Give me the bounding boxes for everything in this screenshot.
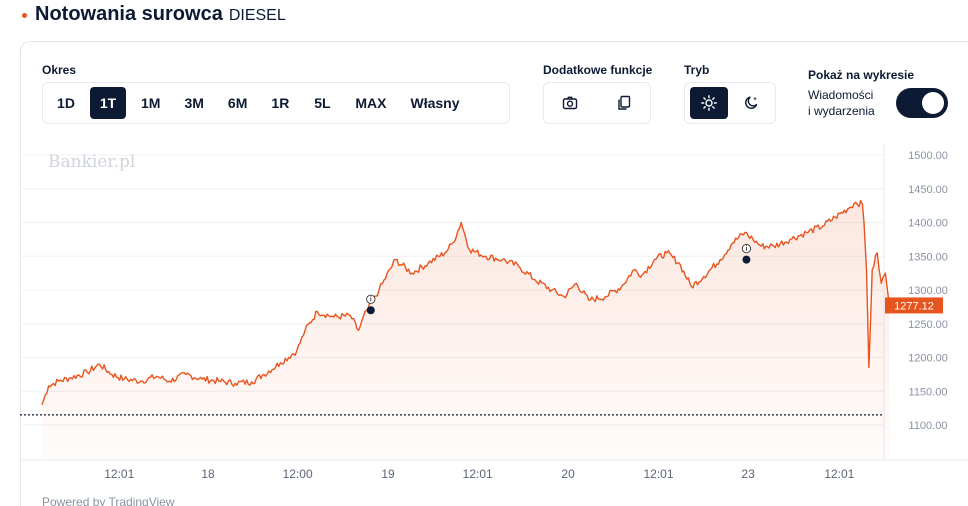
period-button-6m[interactable]: 6M xyxy=(219,87,256,119)
extra-functions-label: Dodatkowe funkcje xyxy=(543,63,653,77)
period-button-1m[interactable]: 1M xyxy=(132,87,169,119)
news-caption-line2: i wydarzenia xyxy=(808,104,875,118)
last-price-badge xyxy=(885,297,943,314)
y-tick-label: 1400.00 xyxy=(908,218,948,230)
y-tick-label: 1150.00 xyxy=(909,386,948,398)
event-info-icon-dot xyxy=(745,245,747,247)
period-button-1d[interactable]: 1D xyxy=(48,87,84,119)
bankier-watermark: Bankier.pl xyxy=(48,152,136,172)
period-button-3m[interactable]: 3M xyxy=(175,87,212,119)
event-info-icon-dot xyxy=(370,295,372,297)
x-tick-label: 18 xyxy=(201,467,215,481)
last-price-label: 1277.12 xyxy=(894,300,934,312)
mode-group xyxy=(684,82,776,124)
x-tick-label: 19 xyxy=(381,467,395,481)
y-tick-label: 1500.00 xyxy=(908,150,948,162)
chart-canvas[interactable]: 1500.00 1450.00 1400.00 1350.00 1300.00 1250.… xyxy=(20,145,968,506)
x-tick-label: 12:00 xyxy=(283,467,313,481)
y-tick-label: 1450.00 xyxy=(908,184,948,196)
price-line xyxy=(41,199,891,406)
toggle-knob xyxy=(922,92,944,114)
show-on-chart-label: Pokaż na wykresie xyxy=(808,68,915,82)
y-tick-label: 1200.00 xyxy=(908,353,948,365)
period-button-5l[interactable]: 5L xyxy=(304,87,340,119)
ticker-symbol: DIESEL xyxy=(228,7,286,24)
price-area-fill xyxy=(42,200,890,460)
x-tick-label: 12:01 xyxy=(463,467,493,481)
copy-button[interactable] xyxy=(603,87,645,119)
copy-icon xyxy=(618,95,631,110)
period-button-1r[interactable]: 1R xyxy=(262,87,298,119)
period-button-własny[interactable]: Własny xyxy=(401,87,468,119)
event-marker-dot xyxy=(742,255,751,264)
period-button-max[interactable]: MAX xyxy=(346,87,395,119)
screenshot-button[interactable] xyxy=(549,87,591,119)
x-tick-label: 12:01 xyxy=(643,467,673,481)
period-label: Okres xyxy=(42,63,77,77)
sun-icon xyxy=(701,95,717,111)
camera-icon xyxy=(562,96,578,110)
y-tick-label: 1250.00 xyxy=(908,319,948,331)
x-tick-label: 12:01 xyxy=(824,467,854,481)
period-button-1t[interactable]: 1T xyxy=(90,87,126,119)
news-caption-line1: Wiadomości xyxy=(808,88,874,102)
orange-bullet-icon xyxy=(22,13,27,18)
powered-by-tradingview: Powered by TradingView xyxy=(42,495,175,506)
page-header: Notowania surowca DIESEL xyxy=(22,3,286,26)
price-chart: Bankier.pl 1500.00 1450.00 1400.00 1350.00 1… xyxy=(20,145,968,506)
moon-icon xyxy=(745,96,758,109)
x-tick-label: 12:01 xyxy=(104,467,134,481)
y-tick-label: 1300.00 xyxy=(908,285,948,297)
news-events-caption: Wiadomości i wydarzenia xyxy=(808,87,875,119)
period-selector: 1D 1T 1M 3M 6M 1R 5L MAX Własny xyxy=(42,82,510,124)
x-tick-label: 23 xyxy=(741,467,755,481)
news-events-toggle[interactable] xyxy=(896,88,948,118)
x-tick-label: 20 xyxy=(561,467,575,481)
mode-label: Tryb xyxy=(684,63,710,77)
light-mode-button[interactable] xyxy=(690,87,728,119)
event-marker-dot xyxy=(366,306,375,315)
y-tick-label: 1350.00 xyxy=(908,251,948,263)
extra-functions-group xyxy=(543,82,651,124)
dark-mode-button[interactable] xyxy=(732,87,770,119)
y-tick-label: 1100.00 xyxy=(909,420,948,432)
page-title: Notowania surowca xyxy=(35,3,223,25)
